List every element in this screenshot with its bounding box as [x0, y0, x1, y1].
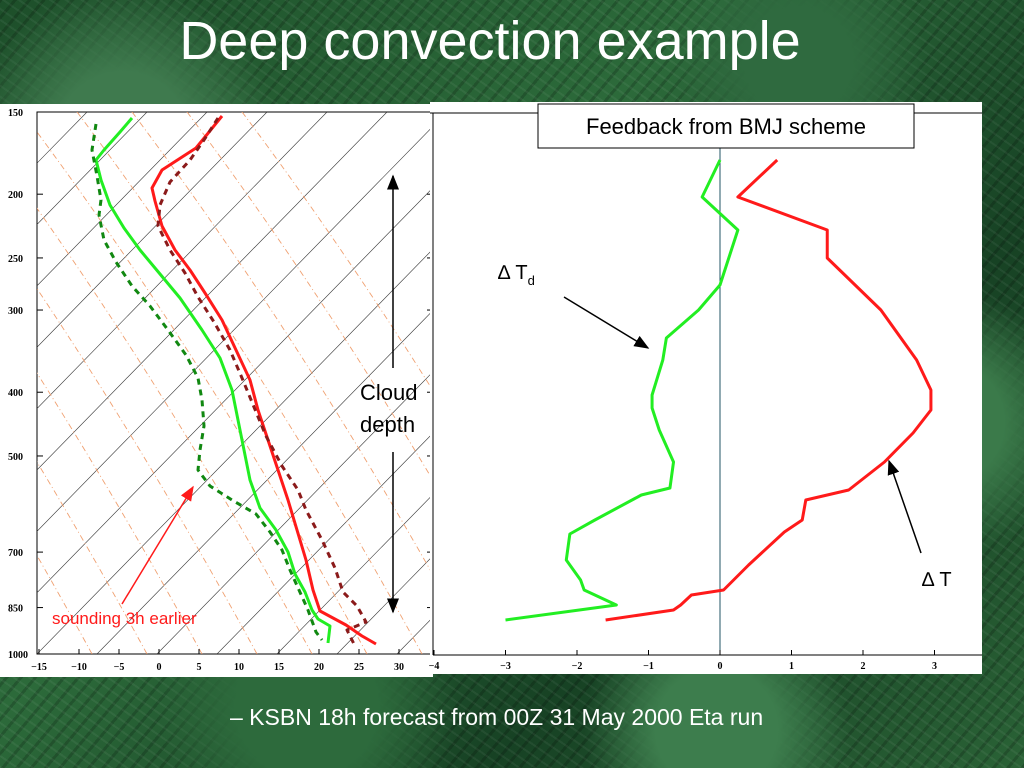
- feedback-tick-label: −2: [572, 661, 583, 672]
- feedback-delta-td-line: [505, 159, 740, 622]
- earlier-sounding-arrow: [121, 485, 194, 605]
- isotherm-line: [37, 112, 148, 225]
- temperature-tick-label: 5: [197, 662, 202, 673]
- caption: – KSBN 18h forecast from 00Z 31 May 2000…: [230, 704, 764, 730]
- temperature-tick-label: 30: [394, 662, 404, 673]
- isotherm-line: [37, 248, 433, 654]
- isotherm-line: [37, 112, 388, 471]
- dt-arrow: [887, 459, 922, 554]
- feedback-tick-label: 3: [932, 661, 937, 672]
- isotherm-line: [37, 112, 208, 287]
- isotherm-line: [37, 125, 433, 532]
- feedback-delta-t-line: [605, 158, 933, 622]
- dtd-arrow: [563, 296, 650, 349]
- temperature-tick-label: −5: [114, 662, 125, 673]
- pressure-tick-label: 200: [8, 190, 23, 201]
- isotherm-line: [276, 494, 433, 654]
- feedback-tick-label: 2: [861, 661, 866, 672]
- feedback-ticks: −4 −3 −2 −1 0 1 2 3: [429, 113, 937, 672]
- pressure-tick-label: 500: [8, 452, 23, 463]
- pressure-tick-label: 150: [8, 108, 23, 119]
- isotherm-line: [37, 112, 328, 409]
- isotherm-line: [37, 112, 268, 348]
- pressure-tick-label: 850: [8, 604, 23, 615]
- temperature-tick-label: 25: [354, 662, 364, 673]
- feedback-panel: −4 −3 −2 −1 0 1 2 3 Feedback from BMJ scheme: [429, 102, 982, 674]
- feedback-tick-label: −1: [643, 661, 654, 672]
- temperature-tick-label: 10: [234, 662, 244, 673]
- isotherm-line: [96, 309, 433, 654]
- feedback-tick-label: 0: [718, 661, 723, 672]
- pressure-tick-label: 700: [8, 548, 23, 559]
- feedback-title: Feedback from BMJ scheme: [586, 114, 866, 139]
- skewt-series: [90, 115, 377, 646]
- feedback-title-box: [537, 103, 915, 149]
- feedback-tick-label: −3: [500, 661, 511, 672]
- isotherm-line: [37, 187, 433, 594]
- skewt-earlier-temperature-line: [156, 117, 368, 645]
- temperature-tick-label: 15: [274, 662, 284, 673]
- pressure-tick-label: 1000: [8, 650, 28, 661]
- skewt-dewpoint-line: [94, 117, 332, 644]
- feedback-tick-label: 1: [789, 661, 794, 672]
- skewt-earlier-dewpoint-line: [90, 123, 324, 641]
- pressure-tick-label: 300: [8, 306, 23, 317]
- skewt-panel: 150 200 250 300 400 500 700 850 1000−15 −10 −5 0 5 10…: [0, 104, 434, 677]
- temperature-tick-label: −15: [31, 662, 47, 673]
- cloud-label-line1: Cloud: [360, 380, 417, 405]
- pressure-tick-label: 400: [8, 388, 23, 399]
- isotherm-line: [336, 555, 433, 654]
- pressure-tick-label: 250: [8, 254, 23, 265]
- dt-label: ∆ T: [922, 569, 952, 591]
- earlier-sounding-label: sounding 3h earlier: [52, 609, 197, 628]
- feedback-tick-label: −4: [429, 661, 440, 672]
- temperature-tick-label: 20: [314, 662, 324, 673]
- feedback-series: [505, 158, 933, 622]
- dtd-label: ∆ Td: [498, 262, 535, 288]
- slide-title: Deep convection example: [179, 11, 801, 71]
- skewt-temperature-line: [150, 115, 377, 646]
- cloud-label-line2: depth: [360, 412, 415, 437]
- temperature-tick-label: 0: [157, 662, 162, 673]
- temperature-tick-label: −10: [71, 662, 87, 673]
- isotherm-line: [156, 371, 433, 654]
- feedback-background: [430, 102, 982, 674]
- skewt-ticks: 150 200 250 300 400 500 700 850 1000−15 −10 −5 0 5 10…: [8, 108, 433, 673]
